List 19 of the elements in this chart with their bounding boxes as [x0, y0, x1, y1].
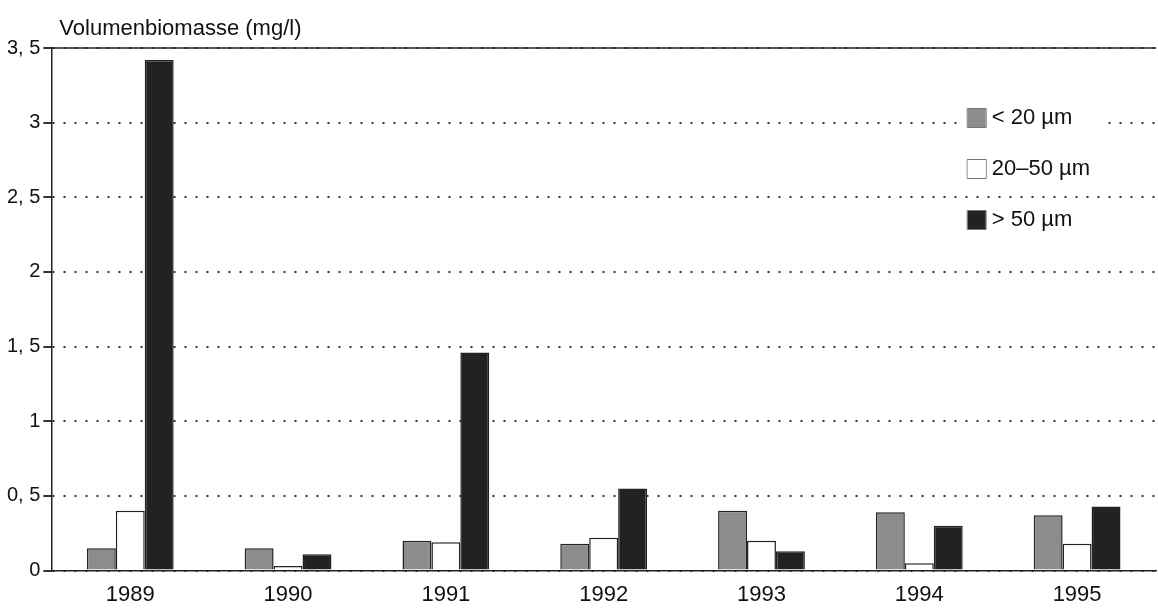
legend-label: 20–50 µm: [991, 155, 1091, 181]
x-tick-label: 1992: [579, 580, 629, 606]
x-tick-label: 1989: [105, 580, 155, 606]
y-axis-title: Volumenbiomasse (mg/l): [59, 15, 302, 41]
legend-label: < 20 µm: [991, 104, 1073, 130]
y-tick-label: 1: [29, 408, 41, 431]
y-tick-label: 0: [29, 558, 41, 581]
y-tick-label: 3, 5: [7, 35, 41, 58]
y-tick-label: 3: [29, 110, 41, 133]
x-tick-label: 1995: [1052, 580, 1102, 606]
x-tick-label: 1993: [737, 580, 786, 606]
y-tick-label: 0, 5: [7, 483, 41, 506]
y-tick-label: 2: [29, 259, 41, 282]
x-tick-label: 1990: [263, 580, 313, 606]
legend-label: > 50 µm: [991, 206, 1073, 232]
x-tick-label: 1991: [421, 580, 471, 606]
x-tick-label: 1994: [894, 580, 944, 606]
y-tick-label: 2, 5: [7, 184, 41, 207]
y-tick-label: 1, 5: [7, 334, 41, 357]
